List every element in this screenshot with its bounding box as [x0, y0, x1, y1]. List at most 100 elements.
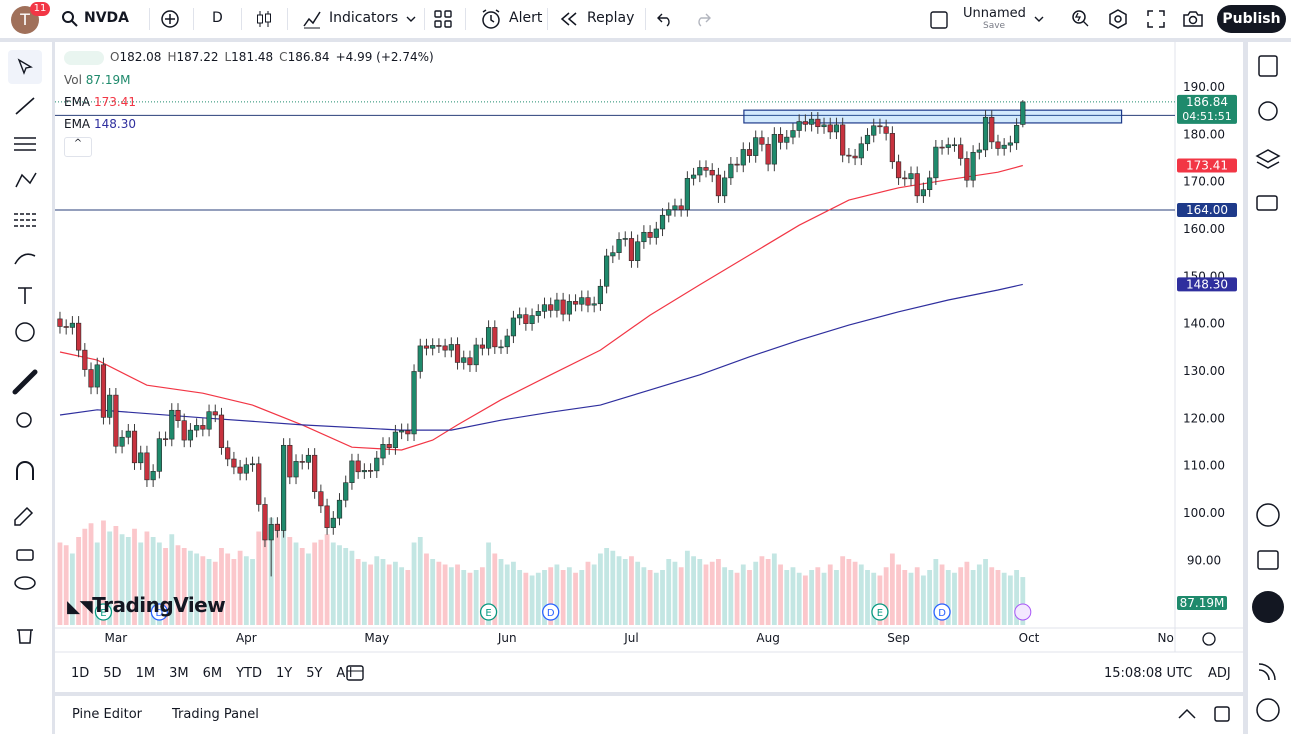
- fullscreen[interactable]: [1146, 9, 1166, 29]
- fib-tool[interactable]: [14, 137, 36, 151]
- templates-icon[interactable]: [434, 10, 452, 28]
- chart-type[interactable]: [255, 9, 273, 29]
- remove-tool[interactable]: [17, 629, 33, 644]
- pattern-tool[interactable]: [15, 172, 37, 188]
- layout-icon[interactable]: [929, 10, 949, 30]
- undo[interactable]: [656, 11, 674, 27]
- volume-bar: [821, 572, 827, 625]
- news[interactable]: [1258, 663, 1276, 681]
- collapse-panel[interactable]: [1177, 707, 1197, 721]
- candle-body: [498, 346, 504, 349]
- collapse-button[interactable]: ^: [64, 136, 92, 157]
- candle-body: [945, 144, 951, 148]
- maximize-panel[interactable]: [1213, 705, 1231, 723]
- range-button[interactable]: 6M: [202, 666, 223, 681]
- range-button[interactable]: YTD: [236, 666, 262, 681]
- candle-body: [231, 458, 237, 468]
- chevron[interactable]: [405, 13, 417, 25]
- volume-bar: [641, 567, 647, 625]
- candle-body: [113, 394, 119, 447]
- candle-body: [753, 137, 759, 156]
- alert[interactable]: Alert: [509, 10, 543, 26]
- snapshot[interactable]: [1182, 9, 1204, 29]
- candle-body: [970, 151, 976, 181]
- apps[interactable]: [1252, 591, 1284, 623]
- x-tick-label: Mar: [105, 631, 128, 645]
- candle-body: [802, 121, 808, 125]
- price-tag: [1177, 203, 1237, 218]
- range-button[interactable]: 1Y: [275, 666, 293, 681]
- tab[interactable]: Pine Editor: [72, 707, 143, 722]
- candle-body: [690, 174, 697, 179]
- lock-tool[interactable]: [16, 549, 34, 561]
- cursor-tool[interactable]: [17, 58, 33, 75]
- draw-mode[interactable]: [14, 506, 34, 526]
- candle-body: [883, 126, 889, 134]
- brush-tool[interactable]: [14, 253, 36, 265]
- axis-settings[interactable]: [1202, 632, 1216, 646]
- candle-body: [63, 326, 69, 328]
- volume-bar: [486, 542, 491, 625]
- price-tag: [1177, 158, 1237, 173]
- quick-search[interactable]: [1069, 8, 1091, 30]
- volume-bar: [144, 531, 150, 625]
- zoom-tool[interactable]: [16, 412, 32, 428]
- volume-bar: [200, 556, 206, 625]
- search-icon[interactable]: [61, 10, 79, 28]
- tab[interactable]: Trading Panel: [172, 707, 259, 722]
- text-tool[interactable]: [18, 287, 32, 304]
- volume-bar: [181, 548, 187, 625]
- calendar[interactable]: [1257, 550, 1279, 570]
- volume-bar: [132, 528, 137, 625]
- range-button[interactable]: 1D: [71, 666, 90, 681]
- candle-body: [771, 134, 777, 165]
- event-label: E: [877, 608, 883, 619]
- line-tool[interactable]: [15, 97, 35, 115]
- range-button[interactable]: 5D: [103, 666, 122, 681]
- ema-row: EMA 148.30: [64, 117, 434, 131]
- volume-bar: [337, 545, 342, 625]
- magnet-tool[interactable]: [16, 461, 34, 480]
- range-button[interactable]: 1M: [135, 666, 156, 681]
- logo: ◣◥: [67, 597, 93, 617]
- countdown: 04:51:51: [1182, 110, 1231, 123]
- candle-body: [206, 411, 212, 430]
- volume-bar: [461, 570, 467, 625]
- candle-body: [268, 524, 274, 541]
- add-symbol[interactable]: [160, 9, 180, 29]
- watchlist[interactable]: [1258, 55, 1278, 77]
- forecast-tool[interactable]: [14, 213, 36, 227]
- help[interactable]: [1256, 698, 1280, 722]
- candle-body: [187, 429, 194, 441]
- volume-bar: [250, 559, 255, 625]
- range-button[interactable]: 3M: [169, 666, 189, 681]
- publish-button[interactable]: Publish: [1217, 5, 1286, 33]
- hide-tool[interactable]: [14, 576, 36, 590]
- price-tag-label: 186.84: [1186, 95, 1228, 109]
- replay[interactable]: Replay: [587, 10, 635, 26]
- adj[interactable]: ADJ: [1208, 666, 1231, 681]
- range-button[interactable]: All: [336, 666, 353, 681]
- alerts[interactable]: [1258, 101, 1278, 121]
- redo[interactable]: [694, 11, 712, 27]
- alert-icon[interactable]: [480, 8, 502, 30]
- y-tick-label: 130.00: [1183, 364, 1225, 378]
- candle-body: [442, 345, 448, 351]
- ideas[interactable]: [1256, 503, 1280, 527]
- settings[interactable]: [1107, 8, 1129, 30]
- replay-icon[interactable]: [560, 11, 578, 27]
- chevron[interactable]: [1033, 13, 1045, 25]
- range-button[interactable]: 5Y: [306, 666, 323, 681]
- interval[interactable]: D: [212, 10, 223, 26]
- goto-date[interactable]: [345, 663, 367, 683]
- save[interactable]: Save: [983, 21, 1006, 31]
- data-window[interactable]: [1255, 149, 1281, 169]
- indicators-icon[interactable]: [302, 9, 322, 29]
- volume-bar: [529, 575, 535, 625]
- chats[interactable]: [1256, 195, 1278, 211]
- symbol[interactable]: NVDA: [84, 10, 130, 26]
- layout-name[interactable]: Unnamed: [963, 6, 1026, 21]
- icon-tool[interactable]: [15, 322, 35, 342]
- indicators[interactable]: Indicators: [329, 10, 399, 26]
- measure-tool[interactable]: [12, 369, 38, 395]
